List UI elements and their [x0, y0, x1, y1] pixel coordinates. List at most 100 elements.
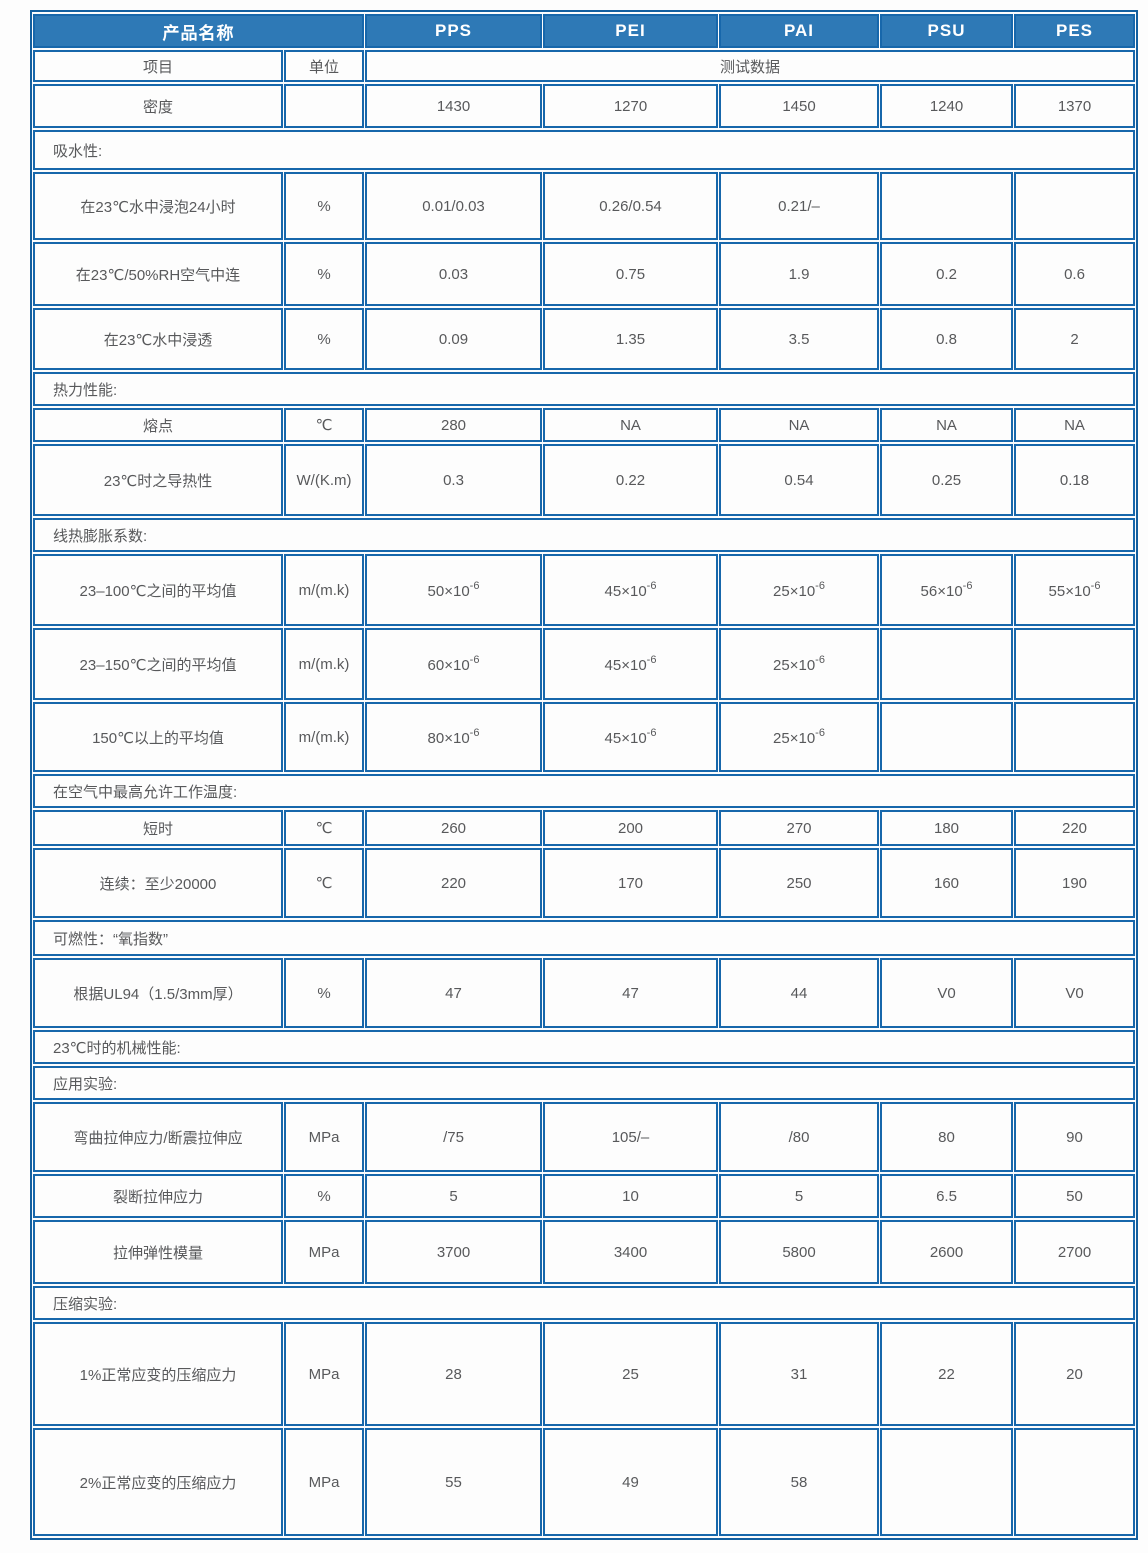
row-unit: ℃ — [284, 810, 364, 846]
row-label: 连续：至少20000 — [33, 848, 283, 918]
value-cell: 3.5 — [719, 308, 879, 370]
table-row: 23–100℃之间的平均值 m/(m.k) 50×10-6 45×10-6 25×10-… — [33, 554, 1135, 626]
value-cell: 270 — [719, 810, 879, 846]
value-cell: 200 — [543, 810, 718, 846]
section-label: 在空气中最高允许工作温度: — [33, 774, 1135, 808]
value-cell: 0.8 — [880, 308, 1013, 370]
table-row: 在23℃/50%RH空气中连% 0.03 0.75 1.9 0.2 0.6 — [33, 242, 1135, 306]
value-cell — [1014, 1428, 1135, 1536]
value-cell: 180 — [880, 810, 1013, 846]
row-unit: m/(m.k) — [284, 554, 364, 626]
value-cell: 1430 — [365, 84, 542, 128]
section-label: 压缩实验: — [33, 1286, 1135, 1320]
section-row: 在空气中最高允许工作温度: — [33, 774, 1135, 808]
section-row: 压缩实验: — [33, 1286, 1135, 1320]
value-cell: 58 — [719, 1428, 879, 1536]
value-cell: 220 — [365, 848, 542, 918]
table-row: 熔点 ℃ 280 NA NA NA NA — [33, 408, 1135, 442]
value-base: 80×10 — [427, 729, 470, 747]
row-label: 短时 — [33, 810, 283, 846]
value-exponent: -6 — [646, 653, 657, 666]
value-cell: 0.26/0.54 — [543, 172, 718, 240]
row-unit: MPa — [284, 1322, 364, 1426]
value-cell: 50×10-6 — [365, 554, 542, 626]
value-cell: 20 — [1014, 1322, 1135, 1426]
row-unit: W/(K.m) — [284, 444, 364, 516]
col-header-pai: PAI — [719, 14, 879, 48]
row-label: 密度 — [33, 84, 283, 128]
row-unit: % — [284, 242, 364, 306]
row-unit: MPa — [284, 1102, 364, 1172]
row-label: 23–150℃之间的平均值 — [33, 628, 283, 700]
value-base: 45×10 — [604, 582, 647, 600]
value-cell: 25×10-6 — [719, 628, 879, 700]
table-subheader-row: 项目 单位 测试数据 — [33, 50, 1135, 82]
section-row: 吸水性: — [33, 130, 1135, 170]
table-row: 密度 1430 1270 1450 1240 1370 — [33, 84, 1135, 128]
row-label: 弯曲拉伸应力/断震拉伸应 — [33, 1102, 283, 1172]
row-unit: % — [284, 1174, 364, 1218]
value-cell: 0.09 — [365, 308, 542, 370]
table-row: 23℃时之导热性 W/(K.m) 0.3 0.22 0.54 0.25 0.18 — [33, 444, 1135, 516]
value-cell: 25×10-6 — [719, 702, 879, 772]
value-cell: 50 — [1014, 1174, 1135, 1218]
value-cell: 55×10-6 — [1014, 554, 1135, 626]
value-exponent: -6 — [646, 726, 657, 739]
value-cell: 1.9 — [719, 242, 879, 306]
value-cell: 170 — [543, 848, 718, 918]
value-cell: 5 — [365, 1174, 542, 1218]
value-cell — [1014, 172, 1135, 240]
table-row: 裂断拉伸应力% 5 10 5 6.5 50 — [33, 1174, 1135, 1218]
value-base: 25×10 — [773, 582, 816, 600]
value-cell — [1014, 628, 1135, 700]
row-label: 在23℃水中浸泡24小时 — [33, 172, 283, 240]
value-base: 50×10 — [427, 582, 470, 600]
section-label: 可燃性：“氧指数” — [33, 920, 1135, 956]
value-cell: 6.5 — [880, 1174, 1013, 1218]
table-row: 150℃以上的平均值 m/(m.k) 80×10-6 45×10-6 25×10-6 — [33, 702, 1135, 772]
value-cell: 28 — [365, 1322, 542, 1426]
value-cell: 2600 — [880, 1220, 1013, 1284]
row-unit — [284, 84, 364, 128]
value-cell: 47 — [543, 958, 718, 1028]
value-cell: NA — [880, 408, 1013, 442]
value-cell: 45×10-6 — [543, 702, 718, 772]
col-header-pps: PPS — [365, 14, 542, 48]
spec-table: 产品名称 PPS PEI PAI PSU PES 项目 单位 测试数据 密度 14… — [30, 10, 1138, 1540]
value-cell — [880, 628, 1013, 700]
row-label: 23℃时之导热性 — [33, 444, 283, 516]
value-cell: /75 — [365, 1102, 542, 1172]
table-header-row: 产品名称 PPS PEI PAI PSU PES — [33, 14, 1135, 48]
value-cell: 220 — [1014, 810, 1135, 846]
value-cell: 25 — [543, 1322, 718, 1426]
section-label: 应用实验: — [33, 1066, 1135, 1100]
value-cell: 0.25 — [880, 444, 1013, 516]
value-cell: 5 — [719, 1174, 879, 1218]
col-header-psu: PSU — [880, 14, 1013, 48]
value-base: 25×10 — [773, 729, 816, 747]
section-label: 23℃时的机械性能: — [33, 1030, 1135, 1064]
section-label: 热力性能: — [33, 372, 1135, 406]
value-cell — [880, 172, 1013, 240]
row-label: 150℃以上的平均值 — [33, 702, 283, 772]
test-data-header: 测试数据 — [365, 50, 1135, 82]
value-cell: 0.54 — [719, 444, 879, 516]
row-unit: % — [284, 308, 364, 370]
value-cell: 2700 — [1014, 1220, 1135, 1284]
row-label: 23–100℃之间的平均值 — [33, 554, 283, 626]
value-cell: 0.22 — [543, 444, 718, 516]
value-base: 56×10 — [920, 582, 963, 600]
table-row: 2%正常应变的压缩应力 MPa 55 49 58 — [33, 1428, 1135, 1536]
value-base: 45×10 — [604, 729, 647, 747]
value-cell: 44 — [719, 958, 879, 1028]
row-unit: MPa — [284, 1220, 364, 1284]
row-label: 根据UL94（1.5/3mm厚） — [33, 958, 283, 1028]
product-name-header: 产品名称 — [33, 14, 364, 48]
value-cell: 0.2 — [880, 242, 1013, 306]
value-exponent: -6 — [815, 726, 825, 739]
table-row: 短时 ℃ 260 200 270 180 220 — [33, 810, 1135, 846]
value-base: 55×10 — [1048, 582, 1091, 600]
value-cell: 1270 — [543, 84, 718, 128]
row-label: 熔点 — [33, 408, 283, 442]
value-cell: 2 — [1014, 308, 1135, 370]
